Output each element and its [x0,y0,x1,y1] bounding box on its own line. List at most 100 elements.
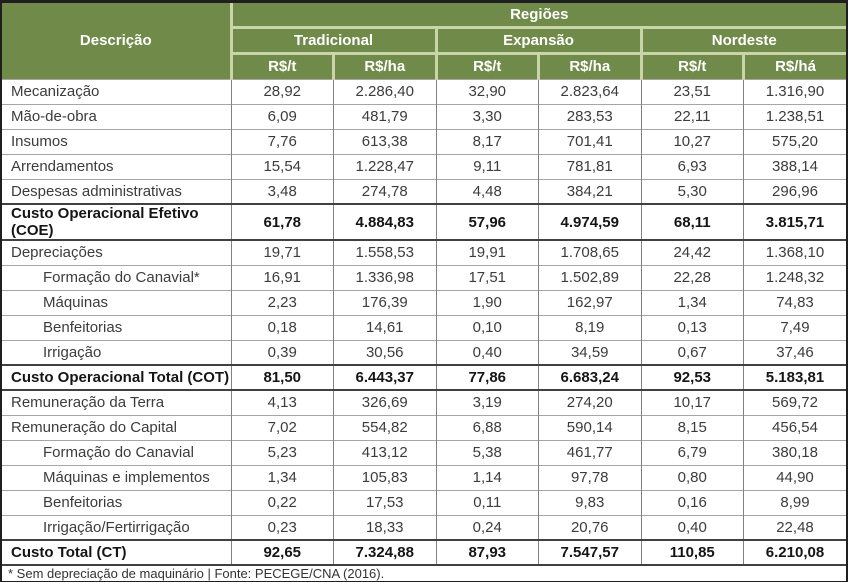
row-value: 2.286,40 [333,78,436,104]
header-unit-tradicional-rst: R$/t [229,53,334,79]
row-value: 3.815,71 [743,203,846,241]
row-value: 162,97 [538,289,641,315]
row-label: Benfeitorias [2,489,231,515]
table-row: Formação do Canavial* 16,91 1.336,98 17,51 1… [2,264,846,290]
row-value: 57,96 [435,203,539,241]
row-value: 16,91 [230,264,334,290]
row-value: 296,96 [743,178,846,204]
row-value: 590,14 [538,414,641,440]
row-value: 110,85 [640,539,744,566]
row-value: 92,65 [230,539,334,566]
row-value: 2,23 [230,289,334,315]
row-label: Depreciações [2,239,231,265]
row-value: 283,53 [538,103,641,129]
row-value: 554,82 [333,414,436,440]
row-value: 10,27 [640,128,744,154]
table-row: Custo Operacional Total (COT) 81,50 6.443,… [2,364,846,391]
row-value: 37,46 [743,339,846,365]
row-value: 1,90 [435,289,539,315]
table-row: Arrendamentos 15,54 1.228,47 9,11 781,81 6,93… [2,153,846,179]
row-value: 0,18 [230,314,334,340]
row-value: 575,20 [743,128,846,154]
row-value: 22,11 [640,103,744,129]
row-value: 10,17 [640,389,744,415]
row-value: 569,72 [743,389,846,415]
header-row-regions: Tradicional Expansão Nordeste [2,27,846,55]
row-value: 274,78 [333,178,436,204]
row-value: 456,54 [743,414,846,440]
row-label: Despesas administrativas [2,178,231,204]
row-value: 5.183,81 [743,364,846,391]
row-value: 1,14 [435,464,539,490]
row-value: 6,09 [230,103,334,129]
table-row: Insumos 7,76 613,38 8,17 701,41 10,27 575,20 [2,128,846,154]
row-value: 8,99 [743,489,846,515]
row-value: 380,18 [743,439,846,465]
row-value: 19,91 [435,239,539,265]
table-row: Despesas administrativas 3,48 274,78 4,48 38… [2,178,846,204]
row-value: 4,13 [230,389,334,415]
table-row: Formação do Canavial 5,23 413,12 5,38 461,77… [2,439,846,465]
row-label: Formação do Canavial [2,439,231,465]
row-value: 61,78 [230,203,334,241]
row-label: Mão-de-obra [2,103,231,129]
row-label: Remuneração da Terra [2,389,231,415]
table-row: Custo Total (CT) 92,65 7.324,88 87,93 7.547,… [2,539,846,566]
row-label: Remuneração do Capital [2,414,231,440]
row-value: 9,11 [435,153,539,179]
table-body: Mecanização 28,92 2.286,40 32,90 2.823,64 23,… [2,78,846,566]
header-unit-tradicional-rsha: R$/ha [332,53,436,79]
row-value: 326,69 [333,389,436,415]
header-region-expansao: Expansão [434,27,641,55]
row-value: 388,14 [743,153,846,179]
row-value: 8,17 [435,128,539,154]
row-value: 413,12 [333,439,436,465]
row-value: 4,48 [435,178,539,204]
row-value: 1.238,51 [743,103,846,129]
table-row: Máquinas 2,23 176,39 1,90 162,97 1,34 74,83 [2,289,846,315]
header-descricao: Descrição [2,3,231,79]
header-region-nordeste: Nordeste [639,27,846,55]
row-value: 0,22 [230,489,334,515]
row-value: 7,49 [743,314,846,340]
table-row: Máquinas e implementos 1,34 105,83 1,14 97,7… [2,464,846,490]
row-value: 7,02 [230,414,334,440]
row-value: 92,53 [640,364,744,391]
row-label: Formação do Canavial* [2,264,231,290]
row-value: 8,15 [640,414,744,440]
row-value: 3,30 [435,103,539,129]
row-value: 6.210,08 [743,539,846,566]
row-value: 1.708,65 [538,239,641,265]
row-label: Irrigação/Fertirrigação [2,514,231,540]
row-value: 6,93 [640,153,744,179]
table-row: Remuneração da Terra 4,13 326,69 3,19 274,20… [2,389,846,415]
row-value: 14,61 [333,314,436,340]
row-value: 19,71 [230,239,334,265]
row-value: 20,76 [538,514,641,540]
table-row: Benfeitorias 0,22 17,53 0,11 9,83 0,16 8,99 [2,489,846,515]
row-value: 1.502,89 [538,264,641,290]
row-value: 0,24 [435,514,539,540]
row-value: 3,19 [435,389,539,415]
row-value: 68,11 [640,203,744,241]
row-value: 4.974,59 [538,203,641,241]
row-value: 701,41 [538,128,641,154]
row-value: 44,90 [743,464,846,490]
row-value: 781,81 [538,153,641,179]
row-value: 5,23 [230,439,334,465]
row-label: Insumos [2,128,231,154]
row-value: 30,56 [333,339,436,365]
header-unit-nordeste-rsha: R$/há [742,53,846,79]
row-value: 97,78 [538,464,641,490]
row-value: 1.228,47 [333,153,436,179]
row-label: Custo Operacional Total (COT) [2,364,231,391]
row-value: 32,90 [435,78,539,104]
row-value: 613,38 [333,128,436,154]
row-value: 105,83 [333,464,436,490]
row-value: 0,40 [435,339,539,365]
row-value: 77,86 [435,364,539,391]
row-value: 6,79 [640,439,744,465]
row-value: 4.884,83 [333,203,436,241]
header-row-units: R$/t R$/ha R$/t R$/ha R$/t R$/há [2,53,846,79]
row-value: 23,51 [640,78,744,104]
